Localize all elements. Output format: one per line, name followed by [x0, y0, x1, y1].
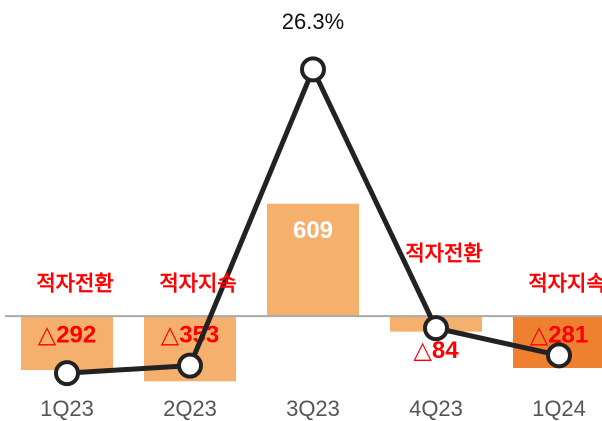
- x-tick-label: 1Q23: [40, 396, 94, 421]
- x-tick-label: 4Q23: [409, 396, 463, 421]
- line-value-label: 26.3%: [282, 9, 344, 34]
- x-tick-label: 1Q24: [532, 396, 586, 421]
- bar-value-label: 609: [293, 217, 333, 244]
- annotation: 적자전환: [36, 273, 113, 296]
- bar-value-label: △292: [38, 321, 97, 348]
- bar-value-label: △353: [161, 321, 220, 348]
- x-tick-label: 3Q23: [286, 396, 340, 421]
- line-point: [54, 360, 80, 387]
- bar-value-label: △84: [413, 337, 459, 364]
- line-point: [177, 352, 203, 379]
- annotation: 적자지속: [528, 273, 602, 296]
- line-point: [546, 342, 572, 369]
- line-point: [300, 56, 326, 83]
- line-point: [423, 315, 449, 342]
- bar: [267, 203, 359, 317]
- annotation: 적자전환: [405, 243, 482, 266]
- annotation: 적자지속: [159, 273, 236, 296]
- x-tick-label: 2Q23: [163, 396, 217, 421]
